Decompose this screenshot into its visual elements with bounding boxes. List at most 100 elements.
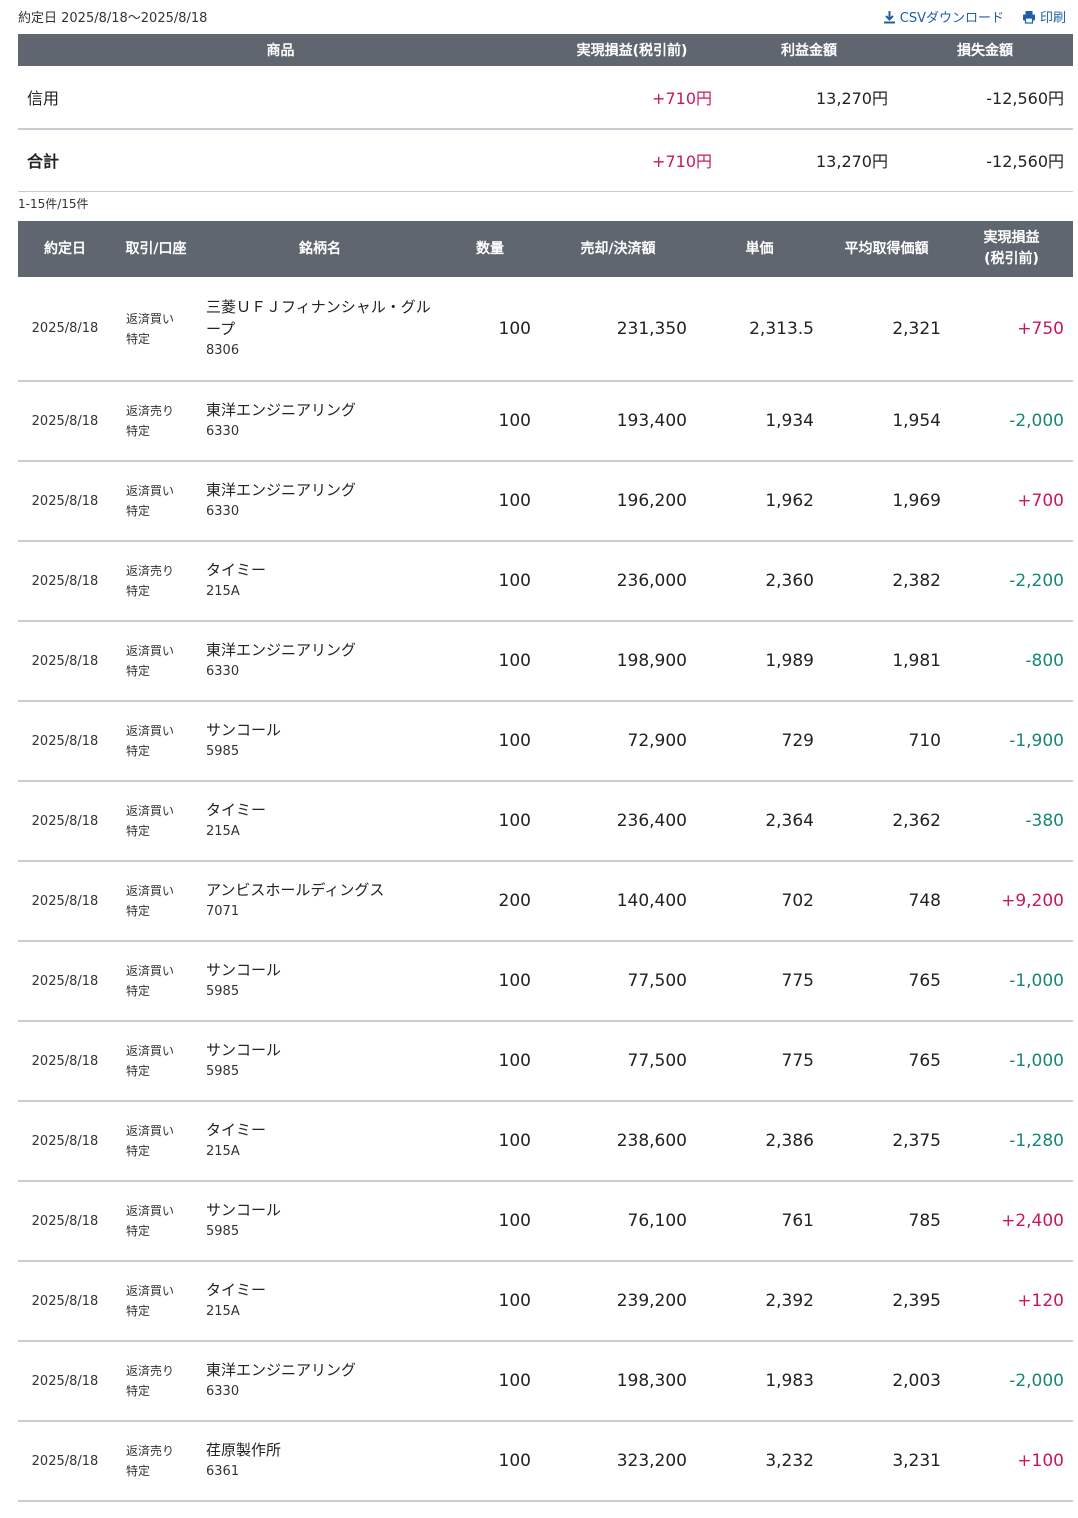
account-type: 特定 (126, 664, 151, 678)
stock-name: タイミー (206, 1281, 267, 1299)
realized-pl: -800 (950, 621, 1073, 702)
settlement-amount: 196,200 (540, 461, 696, 542)
table-row: 2025/8/18 返済売り 特定 東洋エンジニアリング 6330 100 198,300 1… (18, 1341, 1073, 1422)
quantity: 100 (440, 1261, 540, 1342)
stock-cell: 東洋エンジニアリング 6330 (200, 621, 440, 702)
account-type: 特定 (126, 424, 151, 438)
detail-table: 約定日 取引/口座 銘柄名 数量 売却/決済額 単価 平均取得価額 実現損益 (… (18, 221, 1073, 1502)
quantity: 100 (440, 1021, 540, 1102)
avg-cost: 1,954 (823, 381, 950, 462)
table-row: 2025/8/18 返済買い 特定 タイミー 215A 100 238,600 2,386 2,… (18, 1101, 1073, 1182)
stock-name: タイミー (206, 1121, 267, 1139)
summary-col-profit: 利益金額 (721, 34, 897, 66)
table-row: 2025/8/18 返済買い 特定 タイミー 215A 100 239,200 2,392 2,… (18, 1261, 1073, 1342)
avg-cost: 2,003 (823, 1341, 950, 1422)
stock-code: 6361 (206, 1464, 240, 1479)
table-row: 2025/8/18 返済買い特定 東洋エンジニアリング 6330 100 196,200 1… (18, 461, 1073, 542)
unit-price: 1,934 (696, 381, 823, 462)
trade-type: 返済買い (126, 1044, 175, 1058)
trade-kind: 返済買い 特定 (112, 941, 200, 1022)
trade-date: 2025/8/18 (18, 277, 112, 382)
stock-name: サンコール (206, 1201, 282, 1219)
settlement-amount: 193,400 (540, 381, 696, 462)
avg-cost: 2,321 (823, 277, 950, 382)
stock-cell: タイミー 215A (200, 781, 440, 862)
stock-cell: サンコール 5985 (200, 701, 440, 782)
stock-name: 東洋エンジニアリング (206, 641, 357, 659)
stock-cell: 東洋エンジニアリング 6330 (200, 461, 440, 542)
realized-pl: -2,200 (950, 541, 1073, 622)
col-date: 約定日 (18, 221, 112, 277)
quantity: 100 (440, 781, 540, 862)
table-row: 2025/8/18 返済買い 特定 三菱ＵＦＪフィナンシャル・グループ 8306 100 2… (18, 277, 1073, 382)
trade-type: 返済買い (126, 484, 175, 498)
stock-name: 東洋エンジニアリング (206, 401, 357, 419)
trade-kind: 返済買い 特定 (112, 621, 200, 702)
settlement-amount: 236,400 (540, 781, 696, 862)
print-link[interactable]: 印刷 (1022, 7, 1066, 26)
unit-price: 761 (696, 1181, 823, 1262)
stock-code: 8306 (206, 342, 240, 358)
realized-pl: -380 (950, 781, 1073, 862)
table-row: 2025/8/18 返済買い 特定 タイミー 215A 100 236,400 2,364 2,… (18, 781, 1073, 862)
detail-body: 2025/8/18 返済買い 特定 三菱ＵＦＪフィナンシャル・グループ 8306 100 2… (18, 277, 1073, 1502)
account-type: 特定 (126, 1064, 151, 1078)
quantity: 100 (440, 1101, 540, 1182)
trade-date: 2025/8/18 (18, 1021, 112, 1102)
trade-type: 返済買い (126, 1204, 175, 1218)
stock-code: 5985 (206, 1064, 240, 1079)
quantity: 100 (440, 461, 540, 542)
account-type: 特定 (126, 904, 151, 918)
unit-price: 1,962 (696, 461, 823, 542)
account-type: 特定 (126, 504, 151, 518)
summary-realized: +710円 (543, 129, 721, 192)
table-row: 2025/8/18 返済買い 特定 サンコール 5985 100 72,900 729 710-… (18, 701, 1073, 782)
top-bar: 約定日 2025/8/18〜2025/8/18 CSVダウンロード 印刷 (18, 6, 1066, 26)
stock-name: 東洋エンジニアリング (206, 1361, 357, 1379)
quantity: 100 (440, 1341, 540, 1422)
csv-download-link[interactable]: CSVダウンロード (883, 7, 1004, 26)
table-row: 2025/8/18 返済買い 特定 サンコール 5985 100 76,100 761 785 +… (18, 1181, 1073, 1262)
trade-kind: 返済買い 特定 (112, 1181, 200, 1262)
col-avg-cost: 平均取得価額 (823, 221, 950, 277)
summary-profit: 13,270円 (721, 66, 897, 130)
unit-price: 775 (696, 1021, 823, 1102)
trade-kind: 返済買い 特定 (112, 277, 200, 382)
account-type: 特定 (126, 1224, 151, 1238)
trade-date: 2025/8/18 (18, 941, 112, 1022)
summary-realized: +710円 (543, 66, 721, 130)
table-row: 2025/8/18 返済買い 特定 東洋エンジニアリング 6330 100 198,900 1… (18, 621, 1073, 702)
realized-pl: +700 (950, 461, 1073, 542)
quantity: 200 (440, 861, 540, 942)
settlement-amount: 76,100 (540, 1181, 696, 1262)
account-type: 特定 (126, 331, 151, 346)
trade-kind: 返済買い 特定 (112, 781, 200, 862)
settlement-amount: 77,500 (540, 941, 696, 1022)
stock-cell: タイミー 215A (200, 541, 440, 622)
stock-code: 215A (206, 1144, 240, 1159)
trade-date: 2025/8/18 (18, 381, 112, 462)
account-type: 特定 (126, 1144, 151, 1158)
stock-code: 215A (206, 584, 240, 599)
unit-price: 2,360 (696, 541, 823, 622)
avg-cost: 765 (823, 941, 950, 1022)
trade-date: 2025/8/18 (18, 701, 112, 782)
unit-price: 775 (696, 941, 823, 1022)
unit-price: 2,392 (696, 1261, 823, 1342)
detail-header-row: 約定日 取引/口座 銘柄名 数量 売却/決済額 単価 平均取得価額 実現損益 (… (18, 221, 1073, 277)
table-row: 2025/8/18 返済売り 特定 荏原製作所 6361 100 323,200 3,232 3… (18, 1421, 1073, 1502)
col-trade-account: 取引/口座 (112, 221, 200, 277)
trade-date: 2025/8/18 (18, 541, 112, 622)
stock-cell: タイミー 215A (200, 1261, 440, 1342)
stock-name: サンコール (206, 721, 282, 739)
account-type: 特定 (126, 1304, 151, 1318)
stock-name: アンビスホールディングス (206, 881, 385, 899)
realized-pl: -1,900 (950, 701, 1073, 782)
trade-kind: 返済売り 特定 (112, 541, 200, 622)
download-icon (883, 10, 895, 23)
stock-code: 6330 (206, 504, 240, 519)
result-count: 1-15件/15件 (18, 197, 89, 211)
table-row: 2025/8/18 返済売り 特定 東洋エンジニアリング 6330 100 193,400 1… (18, 381, 1073, 462)
trade-date: 2025/8/18 (18, 461, 112, 542)
quantity: 100 (440, 277, 540, 382)
